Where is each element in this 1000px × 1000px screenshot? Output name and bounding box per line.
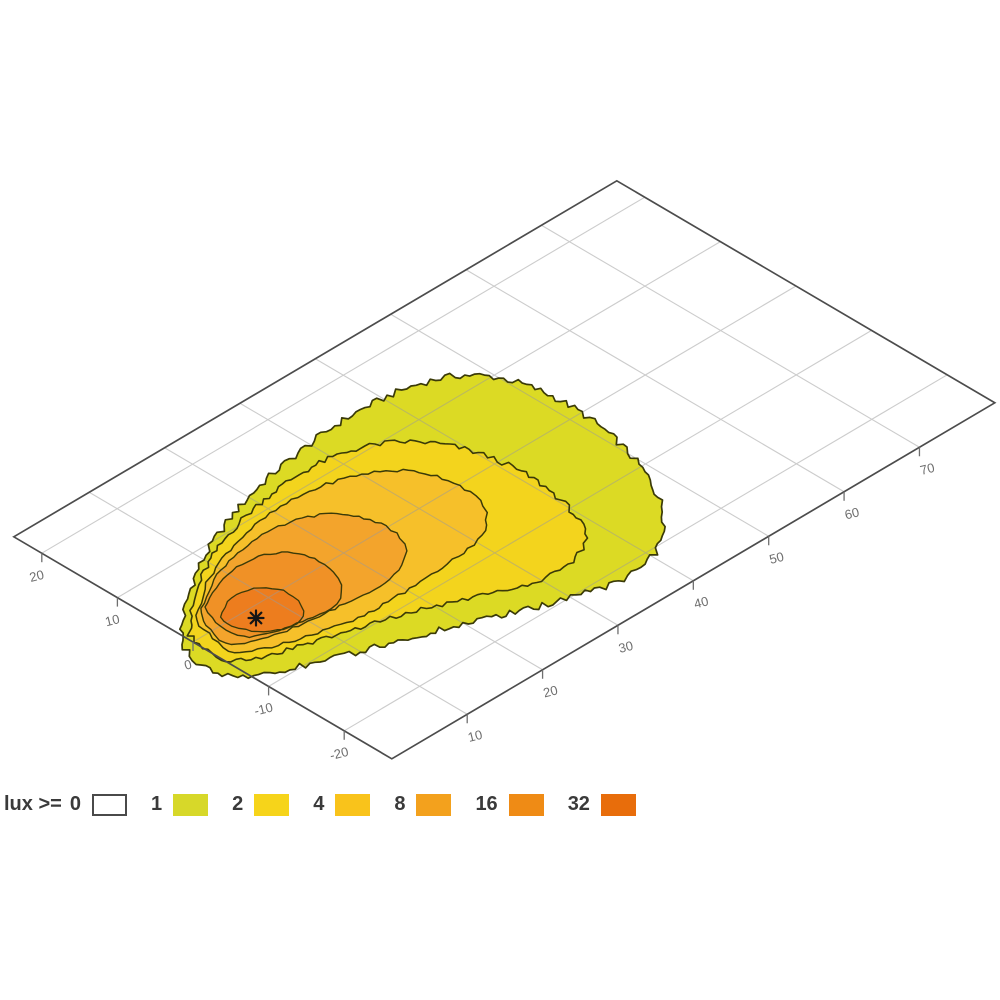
grid-line-y--10	[268, 329, 872, 687]
grid-line-y-10	[117, 241, 721, 599]
x-axis-60-label: 60	[843, 504, 861, 522]
legend-swatch-8	[416, 793, 452, 816]
grid-line-x-70	[541, 224, 920, 448]
contour-line-4	[195, 468, 489, 654]
contour-band-32	[220, 587, 304, 632]
x-axis-30-label: 30	[617, 638, 635, 656]
beam-peak-marker	[247, 609, 265, 627]
legend-swatch-0	[91, 793, 127, 816]
legend-value-4: 4	[313, 793, 325, 815]
grid-line-x-40	[315, 358, 694, 582]
x-axis-50-label: 50	[768, 549, 786, 567]
legend: lux >= 0 1 2 4 8 16 32	[4, 793, 660, 816]
legend-value-1: 1	[150, 793, 163, 815]
y-axis--20-label: -20	[328, 744, 350, 763]
y-axis-10-label: 10	[103, 611, 121, 629]
grid-line-x-50	[390, 313, 769, 537]
legend-value-32: 32	[567, 793, 590, 815]
x-axis-10-label: 10	[466, 727, 484, 745]
x-axis-40-label: 40	[692, 593, 710, 611]
contour-line-8	[200, 512, 408, 646]
grid-line-x-20	[164, 447, 543, 671]
y-axis-0-label: 0	[183, 656, 194, 672]
grid-line-y-0	[192, 285, 797, 643]
grid-line-y-20	[41, 196, 646, 554]
plot-frame	[12, 179, 997, 760]
legend-value-16: 16	[475, 793, 498, 815]
x-axis-20-label: 20	[542, 682, 560, 700]
contour-line-16	[204, 551, 343, 639]
legend-swatch-2	[254, 793, 290, 816]
legend-swatch-1	[173, 793, 209, 816]
y-axis--10-label: -10	[253, 699, 275, 718]
grid-line-x-60	[465, 269, 845, 493]
contour-line-1	[178, 372, 666, 680]
legend-value-0: 0	[69, 793, 81, 815]
x-axis-70-label: 70	[919, 460, 937, 478]
legend-prefix-label: lux >=	[4, 793, 62, 815]
legend-value-8: 8	[394, 793, 406, 815]
y-axis-20-label: 20	[28, 567, 46, 585]
grid-lines	[41, 196, 948, 732]
legend-swatch-16	[508, 793, 544, 816]
beam-peak-marker-ray	[249, 611, 263, 625]
grid-line-x-30	[239, 402, 619, 626]
legend-value-2: 2	[232, 793, 244, 815]
legend-swatch-4	[335, 793, 371, 816]
grid-line-y--20	[343, 374, 948, 732]
contour-line-2	[186, 439, 589, 663]
contour-line-32	[219, 587, 305, 633]
legend-swatch-32	[600, 793, 636, 816]
grid-line-x-10	[88, 491, 468, 715]
